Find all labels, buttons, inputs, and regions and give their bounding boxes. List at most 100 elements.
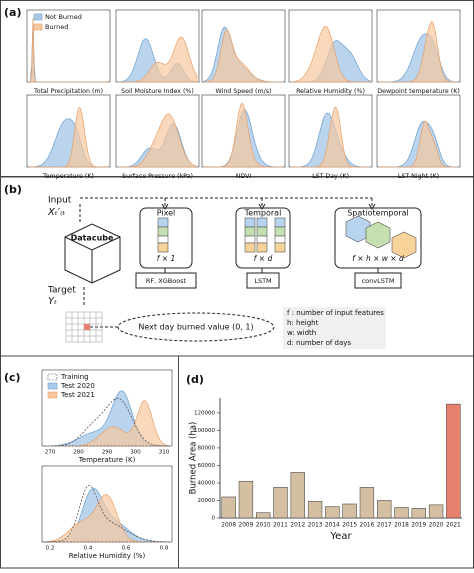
y-tick-label: 20000: [198, 498, 216, 504]
y-tick-label: 80000: [198, 445, 216, 451]
y-tick-label: 40000: [198, 480, 216, 486]
model-shape: f × d: [254, 254, 273, 263]
model-title: Pixel: [157, 209, 176, 218]
panel-d-frame: [178, 355, 474, 569]
x-axis-label: Relative Humidity (%): [296, 88, 365, 95]
bar: [342, 503, 357, 519]
x-tick-label: 0.6: [122, 546, 131, 552]
density-burned: [290, 25, 370, 83]
x-axis-label: Surface Pressure (kPa): [122, 173, 193, 180]
density-training: [44, 397, 170, 447]
y-tick-label: 0: [212, 516, 216, 522]
legend-text: h: height: [287, 319, 319, 327]
panel-label: (d): [186, 373, 204, 386]
density-burned: [29, 17, 108, 83]
x-axis-label: Relative Humidity (%): [69, 552, 146, 560]
legend-text: f : number of input features: [287, 309, 384, 317]
connector: [79, 197, 373, 222]
y-tick-label: 60000: [198, 463, 216, 469]
bar: [325, 506, 340, 519]
cube: [64, 223, 121, 284]
x-tick-label: 2019: [411, 523, 426, 529]
x-tick-label: 2015: [342, 523, 357, 529]
axes: [219, 398, 462, 519]
panel-label: (a): [4, 6, 21, 19]
bar: [411, 508, 426, 519]
arrow: [161, 203, 376, 210]
x-tick-label: 0.8: [160, 546, 169, 552]
density-burned: [203, 29, 283, 83]
grid-target: [65, 311, 103, 343]
x-axis-label: NDVI: [236, 173, 252, 180]
x-tick-label: 0.4: [84, 546, 93, 552]
target-label: Target: [47, 286, 76, 296]
target-var: Yₜ: [48, 296, 57, 307]
x-tick-label: 2012: [290, 523, 305, 529]
legend-swatch: [33, 13, 43, 21]
bar: [359, 487, 375, 519]
legend-label: Not Burned: [45, 13, 82, 21]
method-box: [246, 272, 280, 289]
legend-box: [283, 307, 386, 349]
x-axis-label: Temperature (K): [42, 173, 94, 180]
density-burned: [291, 106, 370, 168]
y-axis-label: Burned Area (ha): [189, 422, 199, 495]
bar: [221, 496, 236, 519]
x-tick-label: 310: [159, 450, 170, 456]
panel-label: (b): [4, 183, 22, 196]
model-method: convLSTM: [362, 277, 395, 285]
legend-swatch: [33, 23, 43, 31]
x-tick-label: 2014: [325, 523, 340, 529]
x-tick-label: 2021: [446, 523, 461, 529]
diagram: [64, 197, 422, 349]
legend-label: Training: [60, 373, 89, 381]
bar: [238, 480, 254, 519]
panel-label: (c): [4, 371, 21, 384]
model-method: LSTM: [254, 277, 271, 285]
input-var: Xₜ′₍ₜ: [47, 207, 66, 218]
model-box: [139, 207, 193, 269]
legend-swatch: [47, 391, 58, 399]
bar: [377, 500, 392, 519]
bar: [446, 403, 461, 519]
density-burned: [379, 21, 458, 83]
x-tick-label: 2020: [429, 523, 444, 529]
legend-label: Burned: [45, 23, 68, 31]
input-label: Input: [48, 196, 72, 206]
legend-text: d: number of days: [287, 339, 351, 347]
x-tick-label: 2013: [308, 523, 323, 529]
model-shape: f × 1: [157, 254, 175, 263]
x-axis-label: Soil Moisture Index (%): [121, 88, 194, 95]
bar: [290, 472, 305, 519]
x-tick-label: 2011: [273, 523, 288, 529]
density-burned: [29, 107, 108, 168]
x-tick-label: 2009: [239, 523, 254, 529]
bar: [273, 487, 288, 519]
x-axis-label: Wind Speed (m/s): [215, 88, 271, 95]
x-tick-label: 2017: [377, 523, 392, 529]
x-axis-label: Year: [329, 531, 352, 542]
x-axis-label: Total Precipitation (m): [33, 88, 103, 95]
density-burned: [118, 36, 198, 83]
density-burned: [118, 113, 198, 168]
legend-label: Test 2021: [60, 391, 95, 399]
bar: [256, 512, 271, 519]
connector: [164, 268, 379, 273]
density-not-burned: [28, 118, 108, 168]
bar: [307, 501, 323, 519]
y-tick-label: 120000: [194, 410, 215, 416]
density-burned: [204, 102, 283, 168]
x-tick-label: 270: [45, 450, 56, 456]
model-box: [235, 207, 291, 269]
x-tick-label: 290: [102, 450, 113, 456]
datacube-label: Datacube: [71, 234, 114, 243]
method-box: [135, 272, 197, 289]
legend-text: w: width: [287, 329, 316, 337]
legend-label: Test 2020: [60, 382, 95, 390]
x-axis-label: LST Day (K): [312, 173, 349, 180]
legend-swatch: [47, 373, 58, 381]
bar: [394, 507, 409, 519]
x-tick-label: 2016: [360, 523, 375, 529]
model-method: RF, XGBoost: [146, 277, 187, 285]
